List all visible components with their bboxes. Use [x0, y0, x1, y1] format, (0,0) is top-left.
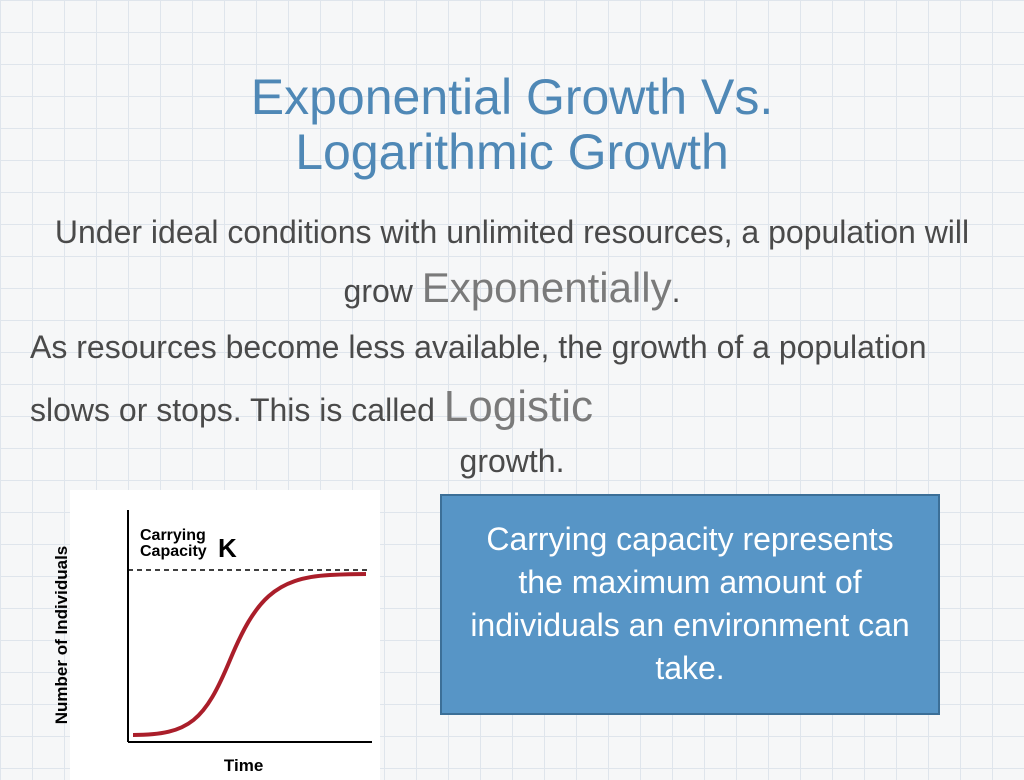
k-label: K — [218, 533, 237, 564]
para2-emph: Logistic — [444, 382, 593, 431]
carrying-line1: Carrying — [140, 527, 206, 544]
chart-x-axis-label: Time — [224, 756, 263, 776]
para1-post: . — [672, 273, 681, 309]
carrying-line2: Capacity — [140, 543, 207, 560]
title-line-2: Logarithmic Growth — [295, 124, 729, 180]
para1-emph: Exponentially — [422, 264, 672, 311]
chart-y-axis-label: Number of Individuals — [52, 546, 72, 725]
paragraph-logistic: As resources become less available, the … — [0, 323, 1024, 441]
page-title: Exponential Growth Vs. Logarithmic Growt… — [0, 0, 1024, 180]
lower-row: Number of Individuals Time Carrying Capa… — [0, 490, 1024, 780]
logistic-curve — [133, 574, 366, 735]
title-line-1: Exponential Growth Vs. — [251, 69, 774, 125]
growth-word: growth. — [0, 443, 1024, 480]
carrying-capacity-label: Carrying Capacity — [140, 528, 207, 560]
paragraph-exponential: Under ideal conditions with unlimited re… — [0, 208, 1024, 319]
logistic-chart: Number of Individuals Time Carrying Capa… — [70, 490, 380, 780]
chart-svg — [70, 490, 380, 750]
carrying-capacity-callout: Carrying capacity represents the maximum… — [440, 494, 940, 715]
callout-text: Carrying capacity represents the maximum… — [470, 521, 909, 687]
